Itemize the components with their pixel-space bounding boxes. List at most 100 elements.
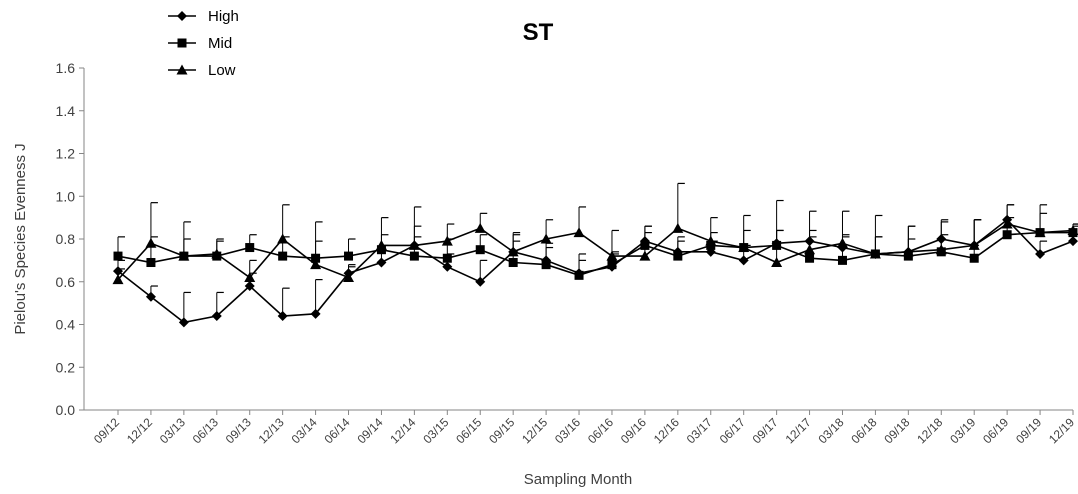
data-point [1068,236,1078,247]
data-point [112,274,124,285]
data-point [968,239,980,250]
x-axis-label: Sampling Month [524,471,632,488]
legend-label: High [208,8,239,25]
legend-marker [177,11,187,21]
x-tick-label: 09/13 [223,415,254,446]
data-point [211,310,222,321]
data-point [244,281,255,292]
data-point [278,251,288,261]
data-point [310,308,321,319]
data-point [375,239,387,250]
data-point [277,310,288,321]
data-point [639,250,651,261]
x-tick-label: 12/17 [783,415,814,446]
x-tick-label: 09/17 [750,415,781,446]
data-point [145,291,156,302]
y-axis-label: Pielou's Species Evenness J [12,143,29,334]
data-point [475,245,485,255]
data-point [277,233,289,244]
data-point [1035,248,1046,259]
data-point [969,253,979,263]
y-tick-label: 1.2 [56,146,76,162]
data-point [211,248,223,259]
data-point [408,239,420,250]
x-tick-label: 06/14 [322,415,353,446]
data-point [245,243,255,253]
data-point [113,251,123,261]
series-high [113,204,1078,328]
data-point [310,259,322,270]
data-point [409,251,419,261]
x-tick-label: 03/15 [420,415,451,446]
data-point [606,250,618,261]
series-low [112,182,1078,285]
data-point [475,276,486,287]
data-point [836,237,848,248]
data-point [935,244,947,255]
data-point [146,258,156,268]
data-point [805,253,815,263]
y-tick-label: 1.0 [56,188,76,204]
y-tick-label: 1.6 [56,60,76,76]
data-point [442,261,453,272]
data-point [607,260,617,270]
x-tick-label: 09/16 [618,415,649,446]
data-point [705,235,717,246]
x-tick-label: 09/15 [486,415,517,446]
data-point [178,250,190,261]
y-tick-label: 0.0 [56,402,76,418]
x-tick-label: 09/12 [91,415,122,446]
data-point [902,246,914,257]
series-group [112,182,1078,328]
x-tick-label: 09/14 [354,415,385,446]
data-point [573,227,585,238]
data-point [804,244,816,255]
series-mid [113,212,1078,280]
y-tick-label: 0.8 [56,231,76,247]
data-point [673,251,683,261]
data-point [376,257,387,268]
data-point [574,270,584,280]
data-point [344,251,354,261]
data-point [474,222,486,233]
x-axis-ticks: 09/12 12/12 03/13 06/13 09/13 12/13 03/14 06/14… [91,410,1077,446]
legend-label: Low [208,62,236,79]
legend-marker [176,64,188,75]
data-point [1067,224,1078,235]
y-tick-label: 0.6 [56,274,76,290]
x-tick-label: 12/12 [124,415,155,446]
y-tick-label: 0.2 [56,359,76,375]
x-tick-label: 09/19 [1013,415,1044,446]
data-point [738,242,750,253]
x-tick-label: 06/17 [717,415,748,446]
data-point [244,271,256,282]
data-point [1034,227,1046,238]
data-point [672,222,684,233]
x-tick-label: 06/19 [980,415,1011,446]
x-tick-label: 06/16 [585,415,616,446]
series-line [117,218,1074,324]
data-point [771,257,783,268]
data-point [145,237,157,248]
legend: High Mid Low [168,8,239,79]
chart-title: ST [523,19,554,46]
series-line [117,231,1073,277]
data-point [507,246,519,257]
y-tick-label: 0.4 [56,317,76,333]
x-tick-label: 03/13 [157,415,188,446]
series-line [117,223,1074,281]
x-tick-label: 09/18 [881,415,912,446]
x-tick-label: 12/18 [914,415,945,446]
x-tick-label: 06/15 [453,415,484,446]
data-point [343,271,355,282]
y-tick-label: 1.4 [56,103,76,119]
x-tick-label: 12/13 [256,415,287,446]
data-point [441,235,453,246]
y-axis-ticks: 0.0 0.2 0.4 0.6 0.8 1.0 1.2 1.4 1.6 [56,60,84,418]
x-tick-label: 12/16 [651,415,682,446]
data-point [869,248,881,259]
data-point [738,255,749,266]
data-point [837,255,847,265]
x-tick-label: 03/17 [684,415,715,446]
